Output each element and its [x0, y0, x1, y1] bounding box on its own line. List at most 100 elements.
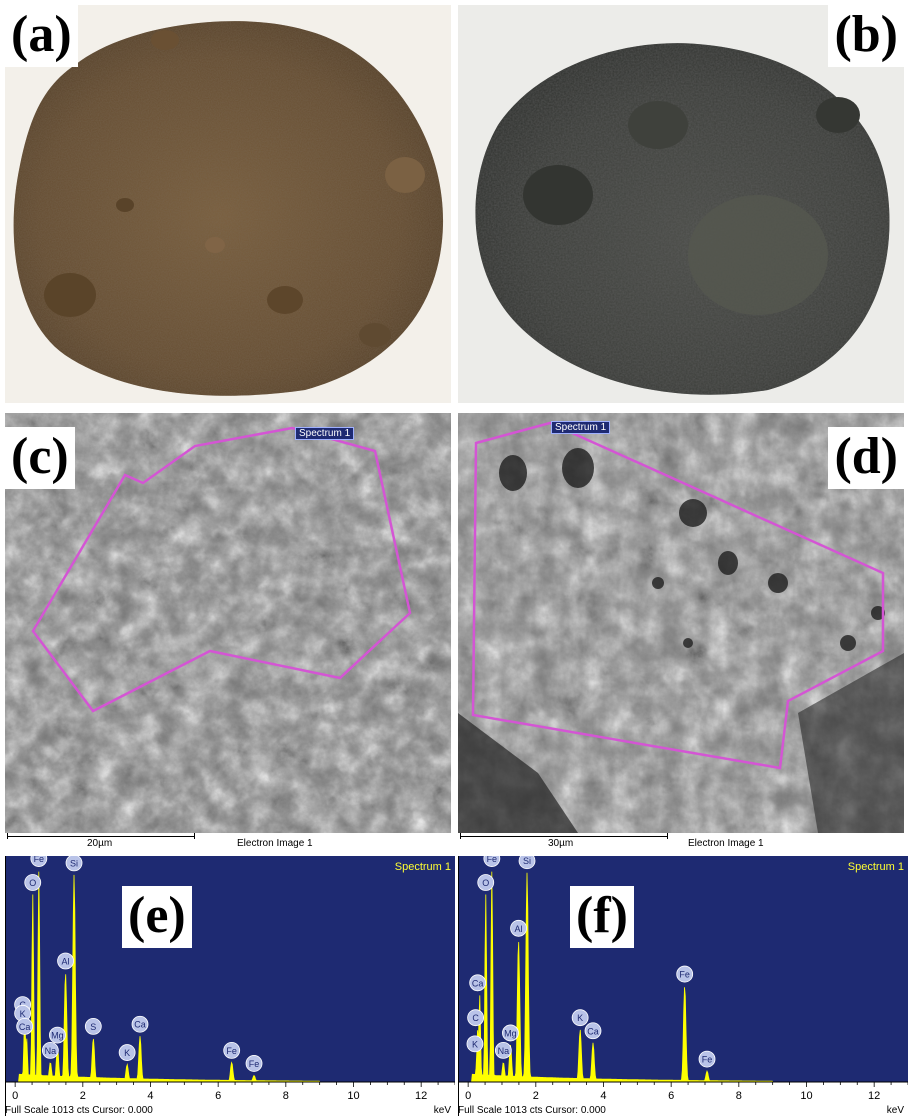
panel-label-d: (d): [828, 427, 904, 489]
peak-label-fe: Fe: [245, 1055, 263, 1072]
x-tick-label: 8: [283, 1090, 289, 1102]
peak-element-text: K: [20, 1009, 26, 1019]
peak-label-al: Al: [510, 919, 527, 937]
photo-powder-a: (a): [5, 5, 451, 403]
x-tick-label: 2: [533, 1090, 539, 1102]
peak-marker: [24, 874, 42, 891]
electron-image-c-label: Electron Image 1: [237, 838, 313, 849]
x-tick-label: 6: [668, 1090, 674, 1102]
eds-unit-e: keV: [433, 1105, 451, 1116]
x-tick-label: 8: [736, 1090, 742, 1102]
peak-label-o: O: [24, 874, 42, 891]
x-tick-label: 4: [600, 1090, 606, 1102]
scalebar-d: 30µm Electron Image 1: [458, 833, 904, 851]
eds-spectrum-e: CKCaOFeNaMgAlSiSKCaFeFe024681012 Spectru…: [5, 856, 455, 1116]
scalebar-c: 20µm Electron Image 1: [5, 833, 451, 851]
x-tick-label: 12: [415, 1090, 427, 1102]
panel-label-e: (e): [122, 886, 192, 948]
peak-marker: [584, 1022, 602, 1040]
peak-element-text: Al: [515, 924, 523, 934]
peak-element-text: Mg: [51, 1031, 64, 1041]
peak-marker: [571, 1009, 589, 1027]
peak-marker: [245, 1055, 263, 1072]
peak-label-fe: Fe: [223, 1041, 241, 1059]
x-tick-label: 12: [868, 1090, 880, 1102]
peak-marker: [466, 1035, 484, 1053]
peak-marker: [467, 1009, 485, 1027]
peak-marker: [477, 874, 495, 891]
peak-element-text: K: [472, 1039, 478, 1049]
peak-element-text: K: [577, 1013, 583, 1023]
peak-label-fe: Fe: [483, 856, 501, 867]
peak-element-text: Fe: [249, 1059, 260, 1069]
scalebar-d-label: 30µm: [548, 838, 574, 849]
panel-label-c: (c): [5, 427, 75, 489]
peak-label-mg: Mg: [502, 1024, 519, 1042]
electron-image-d-label: Electron Image 1: [688, 838, 764, 849]
peak-element-text: Mg: [504, 1028, 517, 1038]
panel-label-f: (f): [570, 886, 634, 948]
powder-a-illustration: [5, 5, 451, 403]
peak-label-s: S: [84, 1017, 102, 1035]
peak-marker: [57, 952, 74, 970]
x-tick-label: 4: [147, 1090, 153, 1102]
peak-element-text: Fe: [34, 856, 45, 864]
peak-marker: [483, 856, 501, 867]
peak-label-al: Al: [57, 952, 74, 970]
peak-element-text: C: [472, 1013, 479, 1023]
peak-element-text: Fe: [679, 970, 690, 980]
peak-label-ca: Ca: [16, 1017, 34, 1035]
x-tick-label: 2: [80, 1090, 86, 1102]
peak-label-k: K: [466, 1035, 484, 1053]
peak-label-ca: Ca: [584, 1022, 602, 1040]
peak-element-text: Ca: [19, 1022, 31, 1032]
panel-label-b: (b): [828, 5, 904, 67]
peak-element-text: Si: [523, 856, 531, 866]
peak-marker: [494, 1041, 512, 1059]
x-tick-label: 10: [347, 1090, 359, 1102]
peak-label-ca: Ca: [131, 1015, 149, 1033]
peak-label-c: C: [467, 1009, 485, 1027]
powder-b-illustration: [458, 5, 904, 403]
peak-marker: [502, 1024, 519, 1042]
eds-footer-e: Full Scale 1013 cts Cursor: 0.000: [5, 1105, 153, 1116]
peak-label-k: K: [571, 1009, 589, 1027]
peak-element-text: Si: [70, 858, 78, 868]
peak-element-text: Ca: [472, 978, 484, 988]
peak-label-fe: Fe: [698, 1050, 716, 1068]
peak-marker: [30, 856, 48, 867]
photo-powder-b: (b): [458, 5, 904, 403]
peak-element-text: S: [90, 1022, 96, 1032]
eds-plot-f: Ca C K O Fe Na Mg Al Si K Ca Fe Fe 0 2 4 6 8 10 12: [458, 856, 908, 1116]
peak-marker: [118, 1044, 136, 1061]
eds-spectrum-f: Ca C K O Fe Na Mg Al Si K Ca Fe Fe 0 2 4 6 8 10 12 Spectrum…: [458, 856, 908, 1116]
peak-label-si: Si: [518, 856, 536, 870]
peak-label-si: Si: [65, 856, 83, 872]
panel-label-a: (a): [5, 5, 78, 67]
x-tick-label: 10: [800, 1090, 812, 1102]
eds-title-e: Spectrum 1: [394, 861, 451, 873]
eds-footer-f: Full Scale 1013 cts Cursor: 0.000: [458, 1105, 606, 1116]
sem-image-d: Spectrum 1 (d): [458, 413, 904, 833]
x-tick-label: 0: [465, 1090, 471, 1102]
eds-plot-e: CKCaOFeNaMgAlSiSKCaFeFe024681012: [5, 856, 455, 1116]
eds-title-f: Spectrum 1: [847, 861, 904, 873]
peak-marker: [84, 1017, 102, 1035]
spectrum-label-c: Spectrum 1: [295, 427, 355, 440]
peak-element-text: Al: [62, 957, 70, 967]
peak-marker: [41, 1041, 59, 1059]
peak-marker: [223, 1041, 241, 1059]
peak-label-fe: Fe: [676, 965, 694, 983]
peak-element-text: O: [482, 878, 489, 888]
peak-element-text: Fe: [226, 1046, 237, 1056]
eds-unit-f: keV: [886, 1105, 904, 1116]
sem-image-c: Spectrum 1 (c): [5, 413, 451, 833]
peak-element-text: Na: [498, 1046, 510, 1056]
peak-label-k: K: [118, 1044, 136, 1061]
analysis-region-d: [471, 421, 885, 770]
peak-marker: [676, 965, 694, 983]
scalebar-c-label: 20µm: [87, 838, 113, 849]
peak-label-o: O: [477, 874, 495, 891]
peak-element-text: O: [29, 878, 36, 888]
peak-marker: [698, 1050, 716, 1068]
